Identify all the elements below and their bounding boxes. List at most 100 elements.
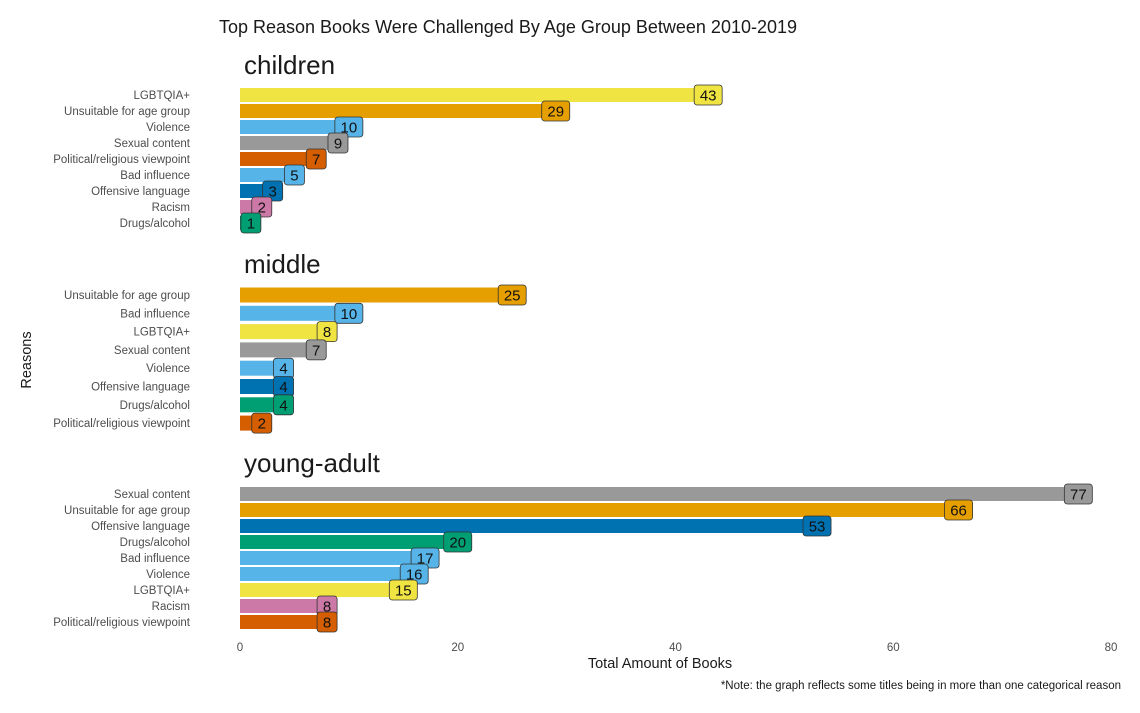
bar <box>240 287 513 303</box>
data-label-box <box>802 515 832 537</box>
data-label: 10 <box>341 120 358 137</box>
data-label: 20 <box>449 535 466 552</box>
panel-young-adult: young-adult Sexual content 77 Unsuitable fo… <box>53 448 1093 633</box>
data-label: 4 <box>279 361 287 378</box>
data-label-box <box>251 196 273 218</box>
category-label: Unsuitable for age group <box>64 106 190 118</box>
bar <box>240 567 415 581</box>
bar <box>240 168 295 182</box>
panel-title: young-adult <box>244 448 381 478</box>
category-label: Sexual content <box>114 138 191 150</box>
bar <box>240 583 404 597</box>
data-label-box <box>262 180 284 202</box>
category-label: LGBTQIA+ <box>133 585 190 597</box>
data-label: 10 <box>341 306 358 323</box>
category-label: Offensive language <box>91 382 190 394</box>
category-label: Unsuitable for age group <box>64 290 190 302</box>
x-tick-label: 60 <box>887 642 900 654</box>
category-label: Drugs/alcohol <box>120 218 190 230</box>
bar <box>240 599 328 613</box>
data-label-box <box>334 302 364 324</box>
category-label: Racism <box>152 202 190 214</box>
data-label-box <box>316 321 338 343</box>
bar <box>240 397 284 413</box>
data-label-box <box>334 116 364 138</box>
data-label: 1 <box>247 216 255 233</box>
data-label: 8 <box>323 615 331 632</box>
category-label: Violence <box>146 363 190 375</box>
panel-children: children LGBTQIA+ 43 Unsuitable for age gro… <box>53 50 723 234</box>
bar <box>240 120 349 134</box>
data-label-box <box>693 84 723 106</box>
category-label: LGBTQIA+ <box>133 90 190 102</box>
data-label-box <box>251 412 273 434</box>
data-label-box <box>284 164 305 186</box>
bar <box>240 503 959 517</box>
data-label: 66 <box>950 503 967 520</box>
data-label-box <box>497 284 527 306</box>
data-label-box <box>327 132 349 154</box>
bar <box>240 519 818 533</box>
data-label: 7 <box>312 152 320 169</box>
data-label: 9 <box>334 136 342 153</box>
category-label: Unsuitable for age group <box>64 505 190 517</box>
x-tick-label: 0 <box>237 642 243 654</box>
data-label: 77 <box>1070 487 1087 504</box>
x-axis-label: Total Amount of Books <box>588 656 732 672</box>
data-label-box <box>240 212 262 234</box>
data-label-box <box>541 100 571 122</box>
bar <box>240 305 349 321</box>
bar <box>240 379 284 394</box>
category-label: Racism <box>152 601 190 613</box>
data-label: 53 <box>809 519 826 536</box>
chart-title: Top Reason Books Were Challenged By Age … <box>219 17 797 37</box>
data-label: 29 <box>547 104 564 121</box>
x-tick-label: 40 <box>669 642 682 654</box>
data-label: 5 <box>290 168 298 185</box>
x-tick-label: 20 <box>451 642 464 654</box>
bar <box>240 615 328 629</box>
data-label-box <box>388 579 418 601</box>
data-label: 2 <box>258 416 266 433</box>
category-label: Drugs/alcohol <box>120 400 190 412</box>
category-label: Political/religious viewpoint <box>53 617 191 629</box>
data-label-box <box>305 339 327 361</box>
category-label: Offensive language <box>91 186 190 198</box>
bar <box>240 487 1079 501</box>
y-axis-label: Reasons <box>19 331 35 388</box>
category-label: Sexual content <box>114 345 191 357</box>
category-label: Bad influence <box>120 553 190 565</box>
panel-title: children <box>244 50 335 80</box>
data-label: 4 <box>279 397 287 414</box>
category-label: Political/religious viewpoint <box>53 154 191 166</box>
data-label-box <box>305 148 327 170</box>
category-label: Violence <box>146 122 190 134</box>
bar <box>240 535 458 549</box>
bar <box>240 360 284 376</box>
data-label: 15 <box>395 583 412 600</box>
data-label: 8 <box>323 599 331 616</box>
data-label: 25 <box>504 288 521 305</box>
data-label-box <box>316 611 338 633</box>
bar <box>240 136 338 150</box>
category-label: Political/religious viewpoint <box>53 418 191 430</box>
data-label: 2 <box>258 200 266 217</box>
x-tick-label: 80 <box>1105 642 1118 654</box>
data-label: 7 <box>312 342 320 359</box>
data-label-box <box>944 499 973 521</box>
data-label: 3 <box>268 184 276 201</box>
category-label: Bad influence <box>120 308 190 320</box>
bar <box>240 324 328 340</box>
data-label: 4 <box>279 379 287 396</box>
data-label: 16 <box>406 567 423 584</box>
data-label-box <box>1063 483 1093 505</box>
panel-middle: middle Unsuitable for age group 25 Bad infl… <box>53 249 527 434</box>
data-label: 43 <box>700 88 717 105</box>
data-label-box <box>443 531 473 553</box>
category-label: LGBTQIA+ <box>133 327 190 339</box>
data-label: 8 <box>323 324 331 341</box>
bar <box>240 104 556 118</box>
panel-title: middle <box>244 249 321 279</box>
category-label: Bad influence <box>120 170 190 182</box>
